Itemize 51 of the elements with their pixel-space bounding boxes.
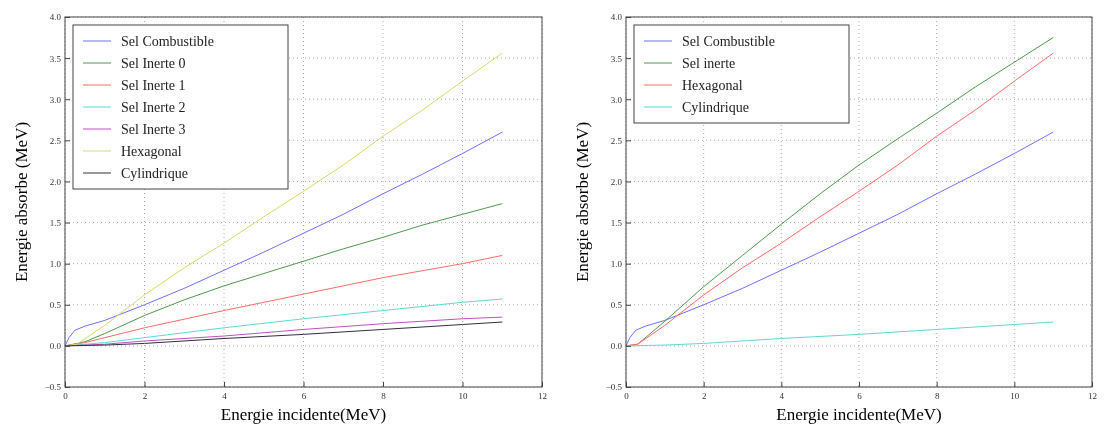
legend-label: Hexagonal [682,78,743,93]
y-axis-title: Energie absorbe (MeV) [12,121,31,283]
y-tick-label: −0.5 [44,382,62,393]
x-tick-label: 6 [301,391,307,402]
y-tick-label: 0.0 [610,341,623,352]
x-axis-title: Energie incidente(MeV) [776,405,942,424]
x-tick-label: 6 [857,391,863,402]
legend-label: Sel inerte [682,56,736,71]
x-tick-label: 2 [701,391,707,402]
legend-label: Sel Inerte 2 [121,100,186,115]
y-tick-label: 0.0 [49,341,62,352]
x-tick-label: 4 [222,391,228,402]
y-tick-label: −0.5 [605,382,623,393]
y-tick-label: 3.5 [49,53,62,64]
y-tick-label: 0.5 [49,300,62,311]
legend-label: Sel Inerte 1 [121,78,186,93]
y-tick-label: 3.0 [49,94,62,105]
legend-label: Sel Combustible [682,34,775,49]
legend-label: Sel Combustible [121,34,214,49]
legend-label: Hexagonal [121,144,182,159]
legend-label: Sel Inerte 0 [121,56,186,71]
y-tick-label: 3.5 [610,53,623,64]
x-tick-label: 4 [779,391,785,402]
x-tick-label: 2 [142,391,148,402]
x-tick-label: 12 [1088,391,1097,402]
y-tick-label: 4.0 [610,12,623,23]
y-tick-label: 4.0 [49,12,62,23]
x-tick-label: 8 [934,391,940,402]
y-tick-label: 2.5 [49,135,62,146]
x-axis-title: Energie incidente(MeV) [220,405,387,424]
line-series [625,131,1054,347]
y-tick-label: 2.0 [610,176,623,187]
x-tick-label: 10 [1010,391,1020,402]
y-tick-label: 2.5 [610,135,623,146]
line-series [625,321,1054,347]
y-tick-label: 1.5 [49,217,62,228]
y-tick-label: 1.0 [49,259,62,270]
legend-label: Cylindrique [682,100,749,115]
x-tick-label: 8 [381,391,387,402]
y-tick-label: 3.0 [610,94,623,105]
y-tick-label: 0.5 [610,300,623,311]
legend-label: Sel Inerte 3 [121,122,186,137]
y-tick-label: 1.0 [610,259,623,270]
y-axis-title: Energie absorbe (MeV) [573,121,592,283]
legend-label: Cylindrique [121,166,188,181]
x-tick-label: 0 [624,391,630,402]
x-tick-label: 10 [458,391,468,402]
y-tick-label: 1.5 [610,217,623,228]
x-tick-label: 0 [63,391,69,402]
x-tick-label: 12 [538,391,547,402]
y-tick-label: 2.0 [49,176,62,187]
